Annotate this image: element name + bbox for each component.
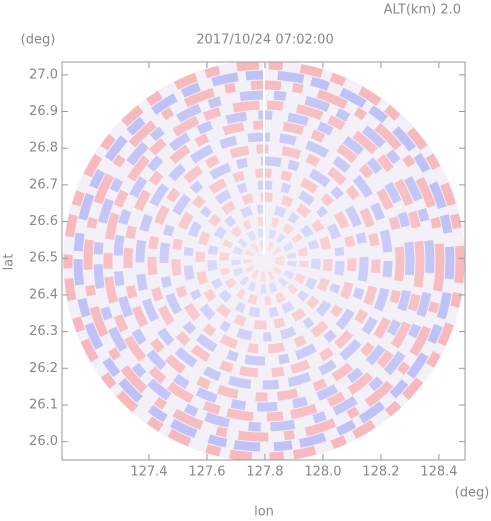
plot-frame bbox=[61, 61, 466, 461]
y-tick-label: 26.0 bbox=[29, 434, 58, 449]
x-tick-label: 128.0 bbox=[304, 465, 341, 480]
y-axis-label: lat bbox=[2, 254, 17, 271]
x-tick-label: 127.6 bbox=[188, 465, 225, 480]
x-axis-label: lon bbox=[254, 505, 274, 520]
y-tick-label: 26.9 bbox=[29, 104, 58, 119]
x-tick-label: 127.8 bbox=[246, 465, 283, 480]
y-tick-label: 26.7 bbox=[29, 177, 58, 192]
annotation: ALT(km) 2.0 bbox=[384, 3, 461, 18]
x-tick-label: 128.2 bbox=[362, 465, 399, 480]
y-tick-label: 26.3 bbox=[29, 324, 58, 339]
y-tick-label: 26.5 bbox=[29, 251, 58, 266]
y-unit: (deg) bbox=[21, 33, 56, 48]
x-unit: (deg) bbox=[455, 486, 490, 501]
x-tick-label: 128.4 bbox=[420, 465, 457, 480]
y-tick-label: 27.0 bbox=[29, 67, 58, 82]
chart-title: 2017/10/24 07:02:00 bbox=[196, 33, 333, 48]
y-tick-label: 26.8 bbox=[29, 141, 58, 156]
radar-disk bbox=[63, 62, 465, 460]
y-tick-label: 26.4 bbox=[29, 287, 58, 302]
x-tick-label: 127.4 bbox=[130, 465, 167, 480]
y-tick-label: 26.2 bbox=[29, 361, 58, 376]
y-tick-label: 26.6 bbox=[29, 214, 58, 229]
y-tick-label: 26.1 bbox=[29, 397, 58, 412]
